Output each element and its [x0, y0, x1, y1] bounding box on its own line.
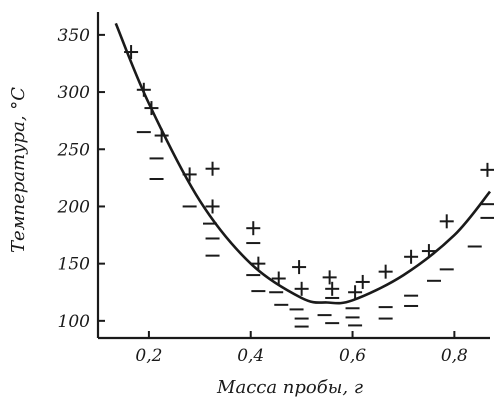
plus-point: [322, 270, 337, 285]
plus-point: [348, 285, 363, 300]
plus-point: [325, 281, 340, 296]
x-tick-label: 0,4: [237, 346, 264, 366]
y-axis-title: Температура, °С: [8, 87, 29, 253]
plus-point: [205, 199, 220, 214]
axes: [96, 12, 490, 340]
tick-labels: 0,2 0,4 0,6 0,8 100 150 200 250 300 350: [57, 26, 469, 366]
y-tick-label: 200: [57, 197, 91, 217]
x-tick-label: 0,2: [135, 346, 162, 366]
plus-point: [246, 221, 261, 236]
plus-point: [182, 167, 197, 182]
plus-point: [136, 82, 151, 97]
plus-point: [154, 128, 169, 143]
plus-point: [355, 274, 370, 289]
x-tick-label: 0,6: [339, 346, 366, 366]
plus-point: [205, 161, 220, 176]
y-tick-label: 100: [58, 312, 91, 332]
plus-point: [404, 249, 419, 264]
y-tick-label: 250: [57, 140, 91, 160]
y-tick-label: 300: [58, 83, 91, 103]
plus-point: [124, 45, 139, 60]
plus-point: [271, 271, 286, 286]
fit-curve: [114, 22, 492, 305]
x-axis-title: Масса пробы, г: [216, 377, 363, 398]
plus-point: [421, 244, 436, 259]
x-tick-label: 0,8: [441, 346, 468, 366]
ticks: [98, 33, 456, 338]
plus-point: [480, 162, 494, 177]
plus-point: [292, 260, 307, 275]
plus-point: [251, 256, 266, 271]
y-tick-label: 350: [58, 26, 91, 46]
plus-point: [439, 214, 454, 229]
plus-point: [144, 101, 159, 116]
plus-point: [378, 264, 393, 279]
data-points: [124, 45, 494, 328]
plus-point: [294, 281, 309, 296]
y-tick-label: 150: [58, 255, 91, 275]
